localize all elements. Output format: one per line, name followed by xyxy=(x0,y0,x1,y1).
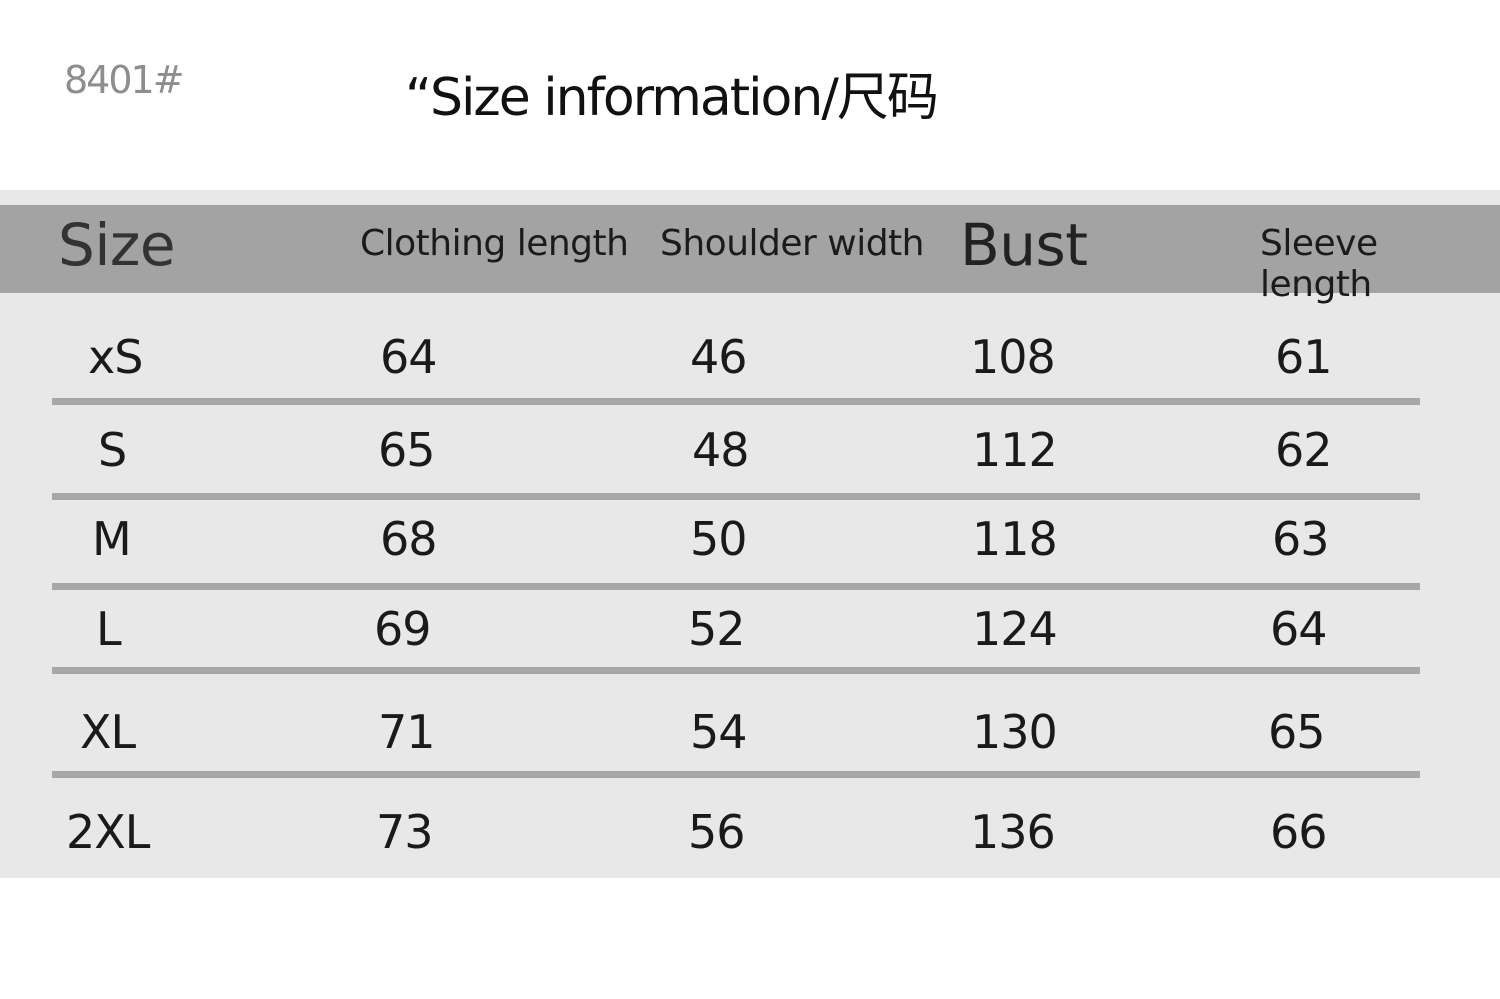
bust-cell: 118 xyxy=(972,512,1058,566)
size-cell: L xyxy=(96,602,122,656)
clothing-length-cell: 68 xyxy=(380,512,438,566)
header-sleeve-length: Sleeve length xyxy=(1260,223,1378,305)
sleeve-length-cell: 66 xyxy=(1270,805,1328,859)
shoulder-width-cell: 46 xyxy=(690,330,748,384)
bust-cell: 130 xyxy=(972,705,1058,759)
clothing-length-cell: 65 xyxy=(378,423,436,477)
shoulder-width-cell: 48 xyxy=(692,423,750,477)
sleeve-length-cell: 65 xyxy=(1268,705,1326,759)
size-cell: 2XL xyxy=(66,805,150,859)
header-bust: Bust xyxy=(960,211,1088,279)
size-cell: xS xyxy=(88,330,143,384)
sleeve-length-cell: 62 xyxy=(1275,423,1333,477)
bust-cell: 112 xyxy=(972,423,1058,477)
size-cell: XL xyxy=(80,705,136,759)
table-header: Size Clothing length Shoulder width Bust… xyxy=(0,205,1500,305)
size-cell: S xyxy=(98,423,127,477)
row-divider xyxy=(52,771,1420,778)
bust-cell: 108 xyxy=(970,330,1056,384)
clothing-length-cell: 64 xyxy=(380,330,438,384)
shoulder-width-cell: 50 xyxy=(690,512,748,566)
bust-cell: 124 xyxy=(972,602,1058,656)
size-table: Size Clothing length Shoulder width Bust… xyxy=(0,190,1500,878)
clothing-length-cell: 69 xyxy=(374,602,432,656)
sleeve-length-cell: 63 xyxy=(1272,512,1330,566)
header-size: Size xyxy=(58,211,176,279)
clothing-length-cell: 71 xyxy=(378,705,436,759)
page-title: “Size information/尺码 xyxy=(405,68,939,128)
shoulder-width-cell: 56 xyxy=(688,805,746,859)
header-clothing-length: Clothing length xyxy=(360,223,629,264)
shoulder-width-cell: 52 xyxy=(688,602,746,656)
bust-cell: 136 xyxy=(970,805,1056,859)
row-divider xyxy=(52,398,1420,405)
row-divider xyxy=(52,493,1420,500)
shoulder-width-cell: 54 xyxy=(690,705,748,759)
product-code: 8401# xyxy=(64,58,185,102)
sleeve-length-cell: 61 xyxy=(1275,330,1333,384)
row-divider xyxy=(52,667,1420,674)
header-shoulder-width: Shoulder width xyxy=(660,223,924,264)
row-divider xyxy=(52,583,1420,590)
size-cell: M xyxy=(92,512,132,566)
clothing-length-cell: 73 xyxy=(376,805,434,859)
sleeve-length-cell: 64 xyxy=(1270,602,1328,656)
